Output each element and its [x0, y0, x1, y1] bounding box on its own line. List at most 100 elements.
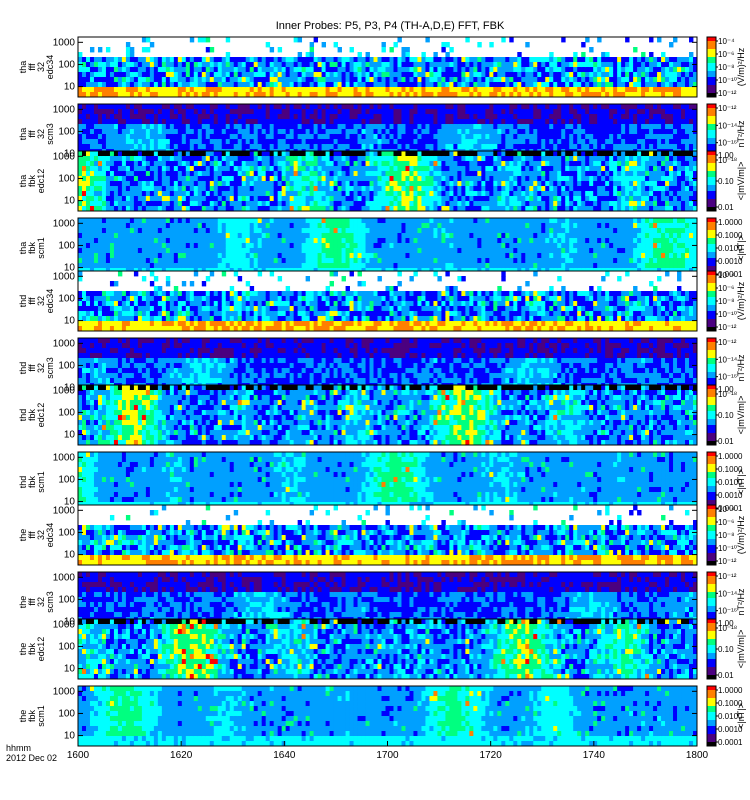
- colorbar-label: nT²/Hz: [736, 588, 746, 616]
- colorbar-tick-label: 10⁻¹⁴: [718, 355, 738, 364]
- x-tick-label: 1800: [686, 750, 709, 761]
- colorbar-tick-label: 0.01: [718, 203, 734, 212]
- x-tick-label: 1640: [273, 750, 296, 761]
- y-tick-label: 1000: [53, 104, 76, 115]
- colorbar-tick-label: 10⁻⁶: [718, 518, 734, 527]
- colorbar-label: <|nT|>: [736, 469, 746, 495]
- colorbar-tick-label: 10⁻¹⁴: [718, 121, 738, 130]
- colorbar-tick-label: 10⁻¹⁶: [718, 139, 737, 148]
- colorbar-tick-label: 10⁻¹⁰: [718, 76, 737, 85]
- y-tick-label: 10: [64, 196, 76, 207]
- y-tick-label: 100: [58, 708, 75, 719]
- colorbar-tick-label: 10⁻⁸: [718, 63, 735, 72]
- spectrogram-image: [78, 271, 697, 331]
- spectrogram-image: [78, 686, 697, 746]
- spectrogram-image: [78, 218, 697, 278]
- y-tick-label: 100: [58, 126, 75, 137]
- y-tick-label: 100: [58, 474, 75, 485]
- colorbar-tick-label: 1.00: [718, 385, 734, 394]
- colorbar-label: nT²/Hz: [736, 354, 746, 382]
- y-tick-label: 1000: [53, 37, 76, 48]
- y-axis-label: scm1: [36, 471, 46, 493]
- y-tick-label: 1000: [53, 572, 76, 583]
- y-tick-label: 100: [58, 527, 75, 538]
- y-tick-label: 100: [58, 173, 75, 184]
- y-tick-label: 100: [58, 293, 75, 304]
- colorbar-label: <|nT|>: [736, 235, 746, 261]
- colorbar-label: nT²/Hz: [736, 120, 746, 148]
- y-tick-label: 1000: [53, 385, 76, 396]
- colorbar-tick-label: 1.0000: [718, 452, 743, 461]
- spectrogram-image: [78, 151, 697, 211]
- colorbar-tick-label: 10⁻¹²: [718, 572, 737, 581]
- y-axis-label: edc34: [45, 289, 55, 314]
- colorbar-tick-label: 10⁻¹⁰: [718, 544, 737, 553]
- colorbar-tick-label: 10⁻¹²: [718, 338, 737, 347]
- y-tick-label: 1000: [53, 151, 76, 162]
- x-tick-label: 1720: [480, 750, 503, 761]
- colorbar-label: <|mV/m|>: [736, 162, 746, 201]
- x-tick-label: 1620: [170, 750, 193, 761]
- colorbar-tick-label: 1.00: [718, 151, 734, 160]
- y-tick-label: 1000: [53, 686, 76, 697]
- y-axis-label: scm3: [45, 591, 55, 613]
- spectrogram-image: [78, 505, 697, 565]
- colorbar-tick-label: 10⁻⁴: [718, 505, 735, 514]
- y-tick-label: 100: [58, 240, 75, 251]
- y-tick-label: 100: [58, 360, 75, 371]
- y-axis-label: scm3: [45, 357, 55, 379]
- y-tick-label: 1000: [53, 338, 76, 349]
- spectrogram-image: [78, 619, 697, 679]
- colorbar-label: <|mV/m|>: [736, 630, 746, 669]
- colorbar-tick-label: 0.01: [718, 437, 734, 446]
- colorbar-label: (V/m)²/Hz: [736, 47, 746, 86]
- colorbar-tick-label: 10⁻¹²: [718, 557, 737, 566]
- colorbar-tick-label: 10⁻⁸: [718, 531, 735, 540]
- colorbar-tick-label: 10⁻⁶: [718, 284, 734, 293]
- y-tick-label: 100: [58, 407, 75, 418]
- colorbar-tick-label: 0.0001: [718, 738, 743, 747]
- y-tick-label: 1000: [53, 452, 76, 463]
- y-tick-label: 10: [64, 550, 76, 561]
- colorbar-tick-label: 1.0000: [718, 218, 743, 227]
- spectrogram-image: [78, 452, 697, 512]
- colorbar-tick-label: 10⁻¹²: [718, 89, 737, 98]
- chart-title: Inner Probes: P5, P3, P4 (TH-A,D,E) FFT,…: [276, 20, 505, 32]
- colorbar-tick-label: 1.0000: [718, 686, 743, 695]
- y-tick-label: 1000: [53, 218, 76, 229]
- x-tick-label: 1600: [67, 750, 90, 761]
- x-axis-label: hhmm: [6, 743, 31, 753]
- y-tick-label: 10: [64, 430, 76, 441]
- colorbar-tick-label: 10⁻¹⁰: [718, 310, 737, 319]
- y-axis-label: edc34: [45, 55, 55, 80]
- colorbar-tick-label: 10⁻⁴: [718, 271, 735, 280]
- colorbar-tick-label: 10⁻¹²: [718, 323, 737, 332]
- colorbar-tick-label: 1.00: [718, 619, 734, 628]
- colorbar-tick-label: 0.10: [718, 645, 734, 654]
- colorbar-tick-label: 0.10: [718, 411, 734, 420]
- y-tick-label: 10: [64, 731, 76, 742]
- y-tick-label: 100: [58, 641, 75, 652]
- colorbar-tick-label: 10⁻¹²: [718, 104, 737, 113]
- y-tick-label: 100: [58, 59, 75, 70]
- colorbar-tick-label: 10⁻¹⁴: [718, 589, 738, 598]
- y-tick-label: 1000: [53, 619, 76, 630]
- y-axis-label: edc12: [36, 403, 46, 428]
- y-axis-label: edc12: [36, 637, 46, 662]
- spectrogram-image: [78, 37, 697, 97]
- y-axis-label: scm1: [36, 705, 46, 727]
- colorbar-tick-label: 10⁻¹⁶: [718, 607, 737, 616]
- y-tick-label: 100: [58, 594, 75, 605]
- y-tick-label: 10: [64, 664, 76, 675]
